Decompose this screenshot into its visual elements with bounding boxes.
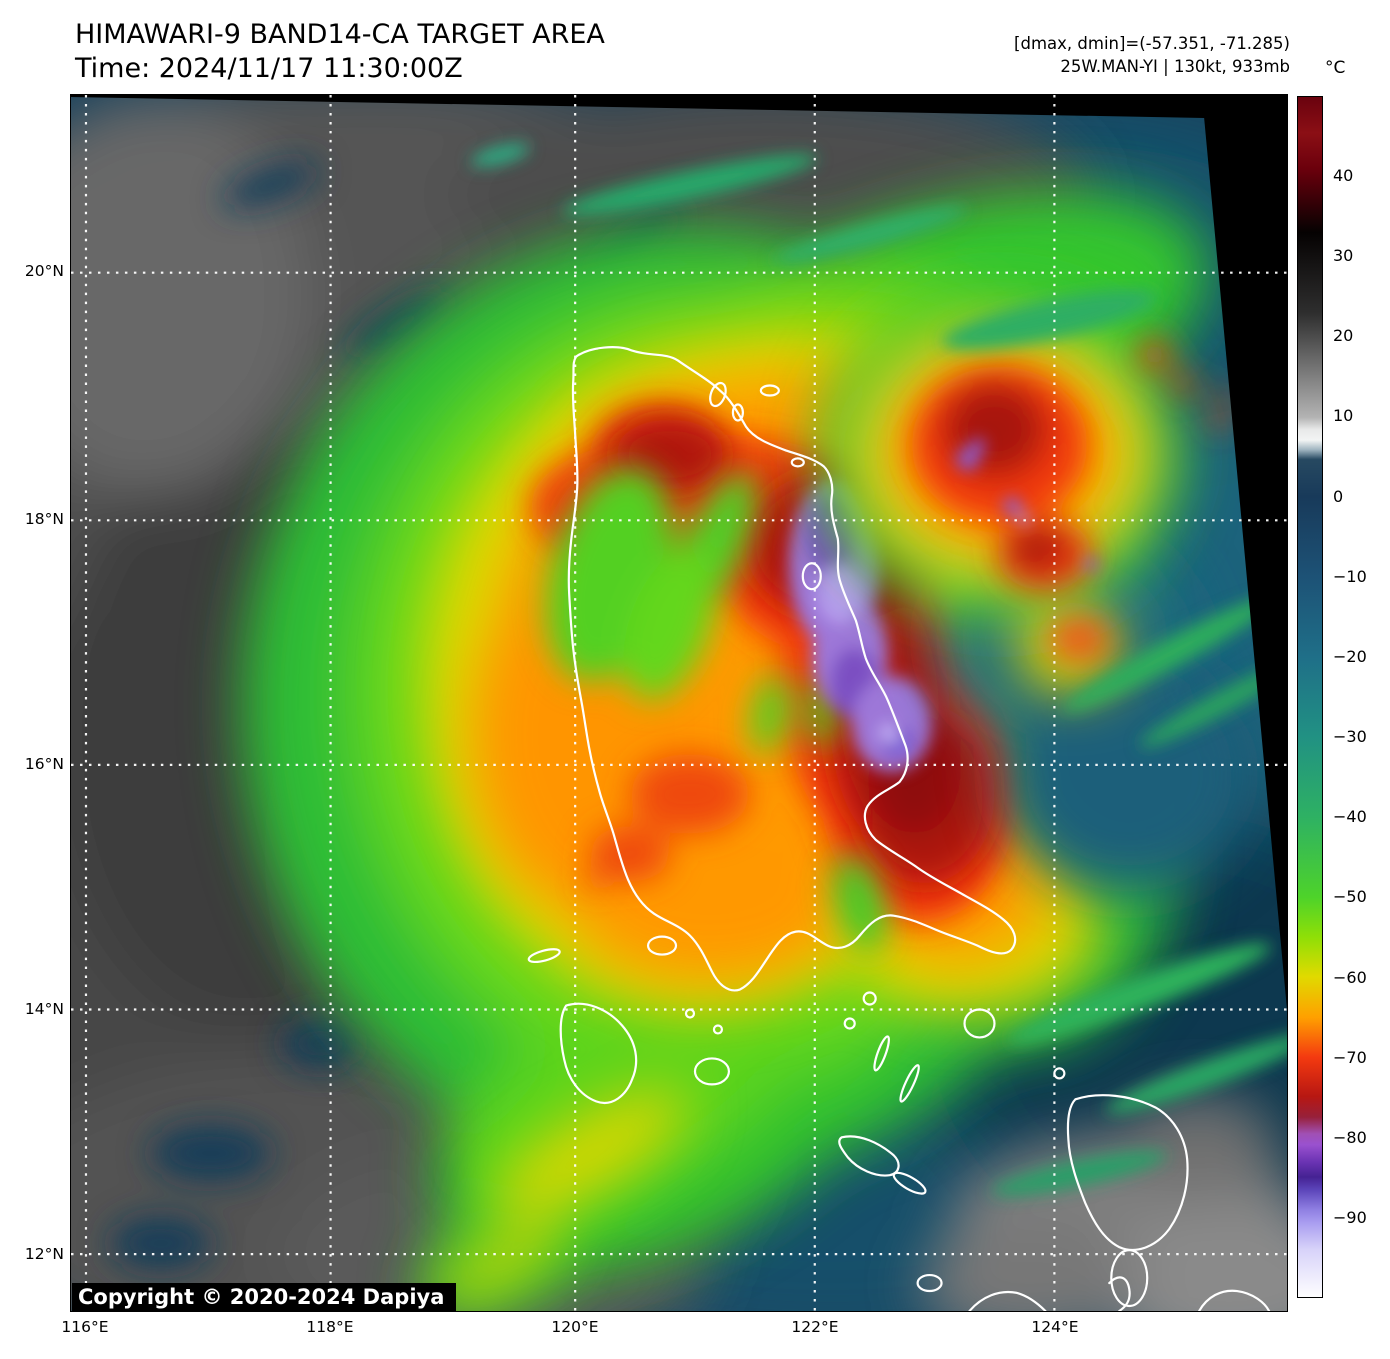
dmax-dmin-readout: [dmax, dmin]=(-57.351, -71.285) — [1014, 34, 1290, 53]
samar-island — [1066, 1094, 1189, 1252]
colorbar-tick: −60 — [1333, 968, 1367, 987]
outer-band-streaks — [471, 143, 1287, 1196]
colorbar-tick: 30 — [1333, 246, 1354, 265]
colorbar-tick: 10 — [1333, 406, 1354, 425]
x-axis-tick: 122°E — [791, 1318, 839, 1336]
colorbar-tick: 0 — [1333, 487, 1344, 506]
y-axis-tick: 18°N — [24, 510, 64, 528]
colorbar-tick: −50 — [1333, 887, 1367, 906]
coastlines — [527, 346, 1271, 1311]
x-axis-tick: 118°E — [306, 1318, 354, 1336]
y-axis-tick: 20°N — [24, 262, 64, 280]
masbate-island — [838, 1135, 900, 1177]
colorbar — [1297, 96, 1323, 1298]
green-wedges — [545, 467, 887, 953]
colorbar-tick: −80 — [1333, 1128, 1367, 1147]
copyright-banner: Copyright © 2020-2024 Dapiya — [72, 1283, 457, 1312]
x-axis-tick: 116°E — [61, 1318, 109, 1336]
colorbar-tick: −40 — [1333, 807, 1367, 826]
mindoro-island — [559, 1002, 638, 1104]
colorbar-tick: −20 — [1333, 647, 1367, 666]
colorbar-tick: 20 — [1333, 326, 1354, 345]
colorbar-tick: −90 — [1333, 1208, 1367, 1227]
y-axis-tick: 12°N — [24, 1245, 64, 1263]
x-axis-tick: 124°E — [1031, 1318, 1079, 1336]
overshooting-tops — [788, 479, 932, 772]
y-axis-tick: 14°N — [24, 1000, 64, 1018]
colorbar-unit-label: °C — [1325, 58, 1346, 78]
figure-title: HIMAWARI-9 BAND14-CA TARGET AREA — [75, 19, 605, 50]
satellite-imagery — [71, 95, 1287, 1311]
y-axis-tick: 16°N — [24, 755, 64, 773]
storm-info-readout: 25W.MAN-YI | 130kt, 933mb — [1060, 57, 1290, 76]
laguna-lake-outline — [646, 935, 678, 956]
colorbar-tick: −30 — [1333, 727, 1367, 746]
x-axis-tick: 120°E — [551, 1318, 599, 1336]
ne-convective-cluster — [814, 289, 1239, 695]
colorbar-tick: −70 — [1333, 1048, 1367, 1067]
figure-timestamp: Time: 2024/11/17 11:30:00Z — [75, 53, 463, 84]
satellite-map: Copyright © 2020-2024 Dapiya — [70, 94, 1288, 1312]
polillo-island — [801, 562, 822, 591]
luzon-coastline — [567, 346, 1017, 992]
marinduque-island — [693, 1057, 731, 1086]
colorbar-tick: −10 — [1333, 567, 1367, 586]
colorbar-tick: 40 — [1333, 166, 1354, 185]
